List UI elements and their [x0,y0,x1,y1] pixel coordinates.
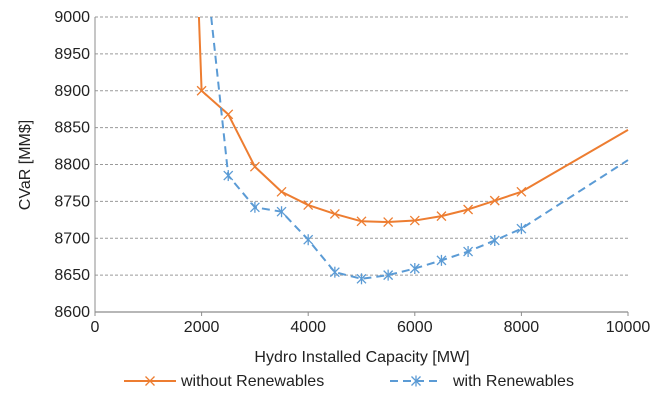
data-point [463,246,474,258]
x-axis-title: Hydro Installed Capacity [MW] [254,349,469,366]
legend-marker [411,375,421,387]
y-axis-title: CVaR [MM$] [17,120,34,210]
data-point [329,266,340,278]
y-tick-label: 8750 [54,193,90,210]
series-line [210,16,629,280]
y-tick-label: 8850 [54,120,90,137]
data-point [436,211,447,222]
x-tick-label: 0 [91,319,100,336]
y-tick-label: 8900 [54,83,90,100]
data-point [276,186,287,197]
data-point [303,234,314,246]
y-tick-label: 8600 [54,304,90,321]
data-point [383,269,394,281]
data-point [249,201,260,213]
x-tick-label: 6000 [397,319,433,336]
y-tick-label: 9000 [54,9,90,26]
y-tick-label: 8700 [54,230,90,247]
grid [95,16,628,276]
x-tick-label: 10000 [606,319,651,336]
series-layer [196,16,629,285]
legend-label: with Renewables [452,373,574,390]
y-tick-label: 8950 [54,46,90,63]
x-tick-label: 4000 [290,319,326,336]
data-point [489,195,500,206]
legend: without Renewables with Renewables [124,373,574,390]
data-point [223,109,234,120]
x-tick-label: 2000 [184,319,220,336]
data-point [356,273,367,285]
y-tick-label: 8800 [54,157,90,174]
data-point [249,161,260,172]
data-point [383,217,394,227]
legend-marker [145,376,155,386]
data-point [409,215,420,226]
data-point [436,254,447,266]
y-tick-label: 8650 [54,267,90,284]
data-point [196,85,207,96]
data-point [223,170,234,182]
data-point [463,204,474,215]
legend-item: with Renewables [390,373,574,390]
data-point [409,262,420,274]
data-point [303,200,314,211]
axes: 8600 8650 8700 8750 8800 8850 8900 8950 9000 0 200… [54,9,650,336]
data-point [356,216,367,227]
legend-label: without Renewables [180,373,324,390]
legend-item: without Renewables [124,373,324,390]
series-without-renewables [196,16,629,227]
x-tick-label: 8000 [504,319,540,336]
data-point [489,234,500,246]
data-point [516,223,527,235]
series-with-renewables [210,16,629,285]
series-line [197,16,629,224]
data-point [516,186,527,197]
data-point [276,206,287,218]
data-point [329,208,340,219]
